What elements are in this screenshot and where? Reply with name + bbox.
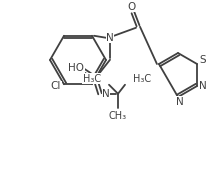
Text: CH₃: CH₃: [109, 111, 127, 121]
Text: Cl: Cl: [51, 81, 61, 91]
Text: S: S: [200, 55, 206, 65]
Text: N: N: [176, 97, 184, 107]
Text: HO: HO: [68, 63, 84, 73]
Text: O: O: [127, 2, 135, 12]
Text: H₃C: H₃C: [83, 74, 101, 84]
Text: N: N: [106, 33, 114, 43]
Text: H₃C: H₃C: [133, 74, 151, 84]
Text: N: N: [102, 89, 110, 99]
Text: N: N: [199, 81, 207, 91]
